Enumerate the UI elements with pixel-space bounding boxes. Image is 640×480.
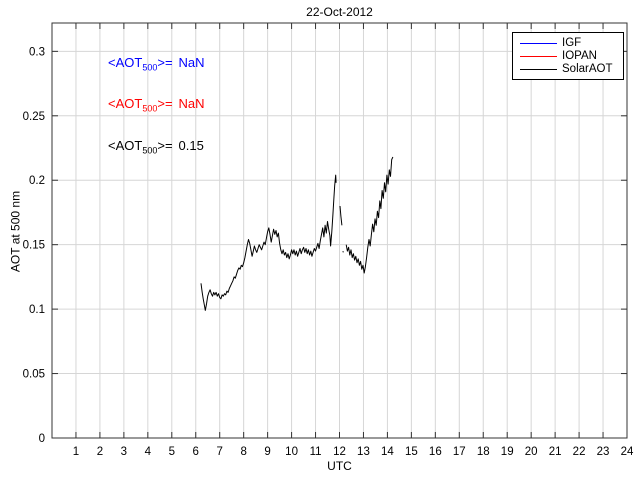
y-axis-label: AOT at 500 nm	[8, 190, 23, 273]
x-tick-label: 21	[549, 446, 562, 458]
x-tick-label: 5	[169, 446, 175, 458]
x-tick-label: 14	[381, 446, 394, 458]
x-tick-label: 17	[453, 446, 466, 458]
legend: IGF IOPAN SolarAOT	[512, 32, 624, 80]
series-SolarAOT	[200, 156, 394, 311]
x-tick-label: 9	[264, 446, 270, 458]
x-tick-label: 10	[285, 446, 298, 458]
legend-item-igf: IGF	[513, 37, 623, 50]
legend-line-sample	[520, 43, 557, 44]
legend-item-solaraot: SolarAOT	[513, 63, 623, 76]
x-tick-label: 1	[73, 446, 79, 458]
legend-label: IOPAN	[562, 50, 597, 62]
y-tick-label: 0.3	[29, 46, 45, 58]
x-tick-label: 4	[145, 446, 152, 458]
x-tick-label: 24	[621, 446, 634, 458]
annotation-value: NaN	[178, 96, 205, 111]
x-tick-label: 13	[357, 446, 370, 458]
y-tick-label: 0	[39, 433, 45, 445]
x-tick-label: 18	[477, 446, 490, 458]
annotation-mean-solaraot: <AOT500>= 0.15	[108, 138, 204, 156]
x-tick-label: 20	[525, 446, 538, 458]
annotation-text: <AOT	[108, 138, 143, 153]
x-tick-label: 2	[97, 446, 103, 458]
x-tick-label: 15	[405, 446, 418, 458]
legend-label: SolarAOT	[562, 63, 613, 75]
x-tick-label: 19	[501, 446, 514, 458]
y-tick-label: 0.05	[23, 369, 45, 381]
annotation-subscript: 500	[142, 145, 158, 156]
legend-line-sample	[520, 69, 557, 70]
y-tick-label: 0.15	[23, 240, 45, 252]
legend-item-iopan: IOPAN	[513, 50, 623, 63]
x-tick-label: 23	[597, 446, 610, 458]
x-tick-label: 7	[217, 446, 223, 458]
annotation-mean-iopan: <AOT500>= NaN	[108, 96, 205, 114]
annotation-operator: >=	[157, 55, 173, 70]
legend-line-sample	[520, 56, 557, 57]
x-tick-label: 8	[240, 446, 246, 458]
y-tick-label: 0.25	[23, 111, 45, 123]
annotation-subscript: 500	[142, 103, 158, 114]
annotation-operator: >=	[157, 138, 173, 153]
annotation-operator: >=	[157, 96, 173, 111]
x-tick-label: 12	[333, 446, 346, 458]
x-tick-label: 6	[193, 446, 199, 458]
x-tick-label: 3	[121, 446, 127, 458]
y-tick-label: 0.2	[29, 175, 45, 187]
annotation-value: NaN	[178, 55, 205, 70]
x-tick-label: 16	[429, 446, 442, 458]
legend-label: IGF	[562, 37, 582, 49]
annotation-subscript: 500	[142, 62, 158, 73]
y-tick-label: 0.1	[29, 304, 45, 316]
x-axis-label: UTC	[327, 459, 352, 473]
annotation-text: <AOT	[108, 55, 143, 70]
annotation-text: <AOT	[108, 96, 143, 111]
chart-title: 22-Oct-2012	[306, 5, 373, 19]
annotation-value: 0.15	[178, 138, 204, 153]
annotation-mean-igf: <AOT500>= NaN	[108, 55, 205, 73]
x-tick-label: 11	[310, 446, 322, 458]
x-tick-label: 22	[573, 446, 586, 458]
